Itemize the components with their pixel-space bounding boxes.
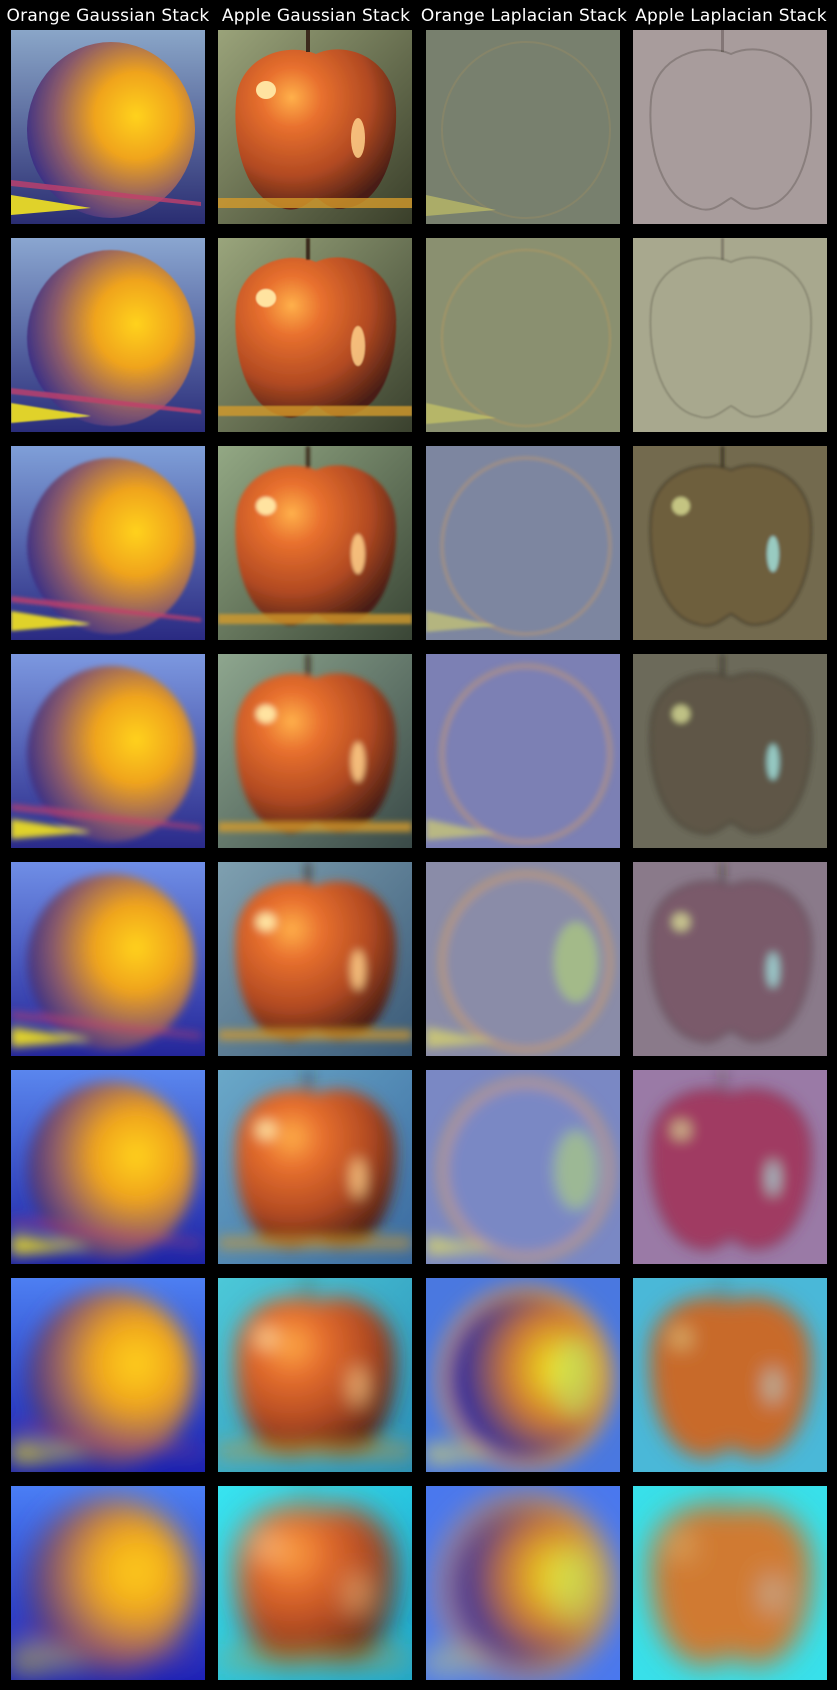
apple-gauss-level-4-image <box>218 862 412 1056</box>
column-title-orange-laplacian: Orange Laplacian Stack <box>420 6 628 26</box>
apple-gauss-level-1-image <box>218 238 412 432</box>
apple-gauss-level-7-image <box>218 1486 412 1680</box>
column-title-apple-gaussian: Apple Gaussian Stack <box>221 6 411 26</box>
orange-gauss-level-2-image <box>11 446 205 640</box>
apple-lap-level-1-image <box>633 238 827 432</box>
apple-gauss-level-3-image <box>218 654 412 848</box>
apple-gauss-level-5-image <box>218 1070 412 1264</box>
orange-gauss-level-0-image <box>11 30 205 224</box>
column-title-orange-gaussian: Orange Gaussian Stack <box>6 6 210 26</box>
apple-lap-level-4-image <box>633 862 827 1056</box>
orange-lap-level-0-image <box>426 30 620 224</box>
orange-lap-level-7-image <box>426 1486 620 1680</box>
apple-lap-level-2-image <box>633 446 827 640</box>
orange-gauss-level-1-image <box>11 238 205 432</box>
apple-gauss-level-2-image <box>218 446 412 640</box>
apple-lap-level-5-image <box>633 1070 827 1264</box>
apple-lap-level-0-image <box>633 30 827 224</box>
orange-lap-level-6-image <box>426 1278 620 1472</box>
orange-gauss-level-5-image <box>11 1070 205 1264</box>
orange-lap-level-5-image <box>426 1070 620 1264</box>
apple-lap-level-7-image <box>633 1486 827 1680</box>
orange-lap-level-4-image <box>426 862 620 1056</box>
apple-lap-level-3-image <box>633 654 827 848</box>
orange-lap-level-3-image <box>426 654 620 848</box>
apple-lap-level-6-image <box>633 1278 827 1472</box>
orange-lap-level-1-image <box>426 238 620 432</box>
orange-gauss-level-7-image <box>11 1486 205 1680</box>
orange-gauss-level-4-image <box>11 862 205 1056</box>
apple-gauss-level-0-image <box>218 30 412 224</box>
apple-gauss-level-6-image <box>218 1278 412 1472</box>
orange-gauss-level-6-image <box>11 1278 205 1472</box>
orange-lap-level-2-image <box>426 446 620 640</box>
column-title-apple-laplacian: Apple Laplacian Stack <box>635 6 827 26</box>
orange-gauss-level-3-image <box>11 654 205 848</box>
